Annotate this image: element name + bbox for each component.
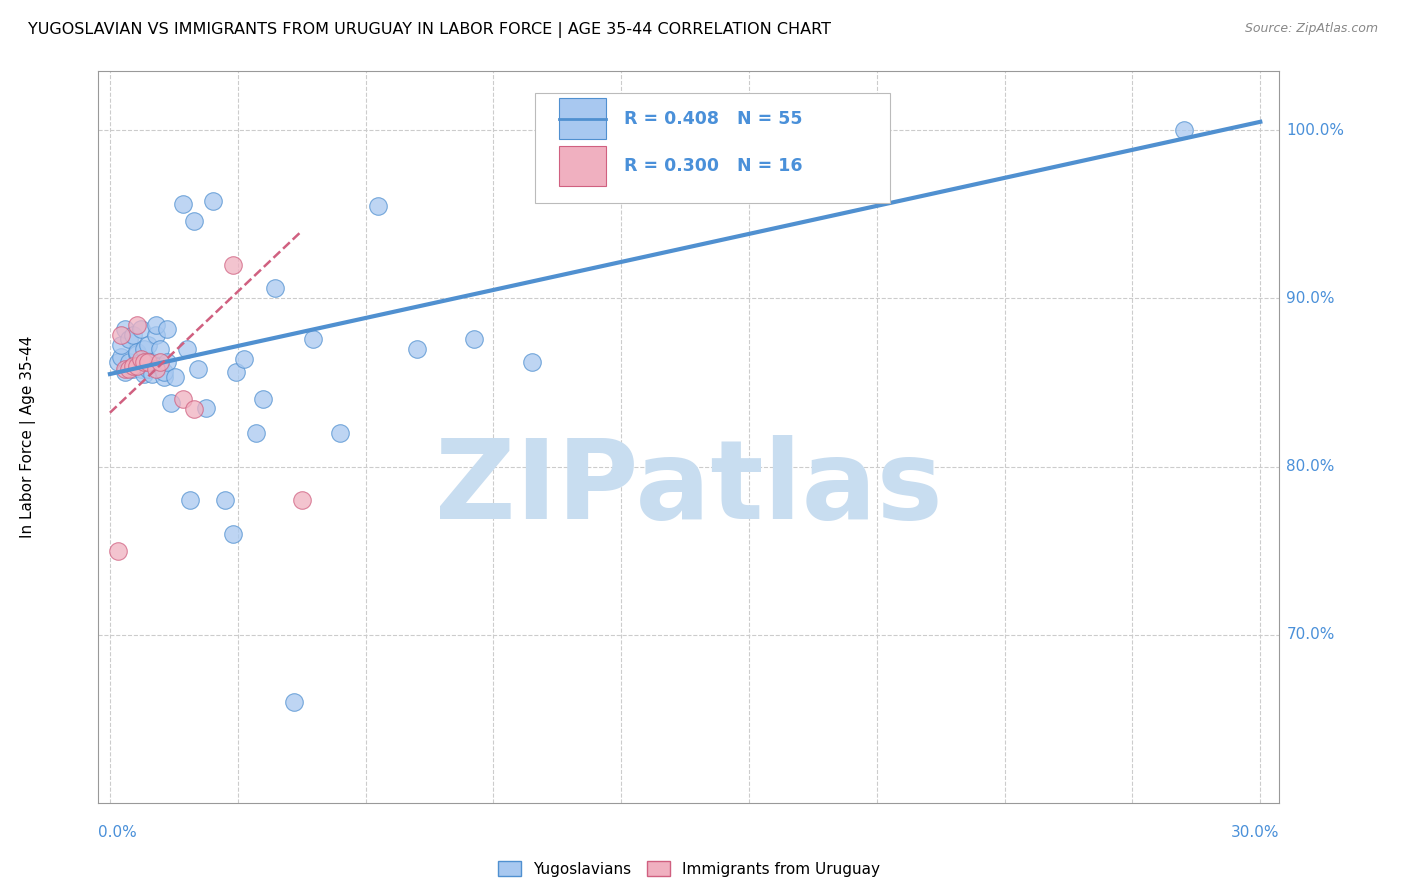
Point [233,351,256,366]
Point [291,493,314,508]
Point [129,321,152,335]
Point [145,328,167,343]
Point [156,321,179,335]
Point [136,362,159,376]
Point [107,355,129,369]
Text: ZIPatlas: ZIPatlas [434,434,943,541]
Bar [560,146,606,186]
Point [114,321,136,335]
Point [245,425,267,440]
Point [149,359,172,373]
Point [179,493,201,508]
Point [1173,123,1195,137]
Point [367,199,389,213]
Point [221,258,243,272]
Point [149,355,172,369]
Point [252,392,274,407]
Point [134,342,156,356]
FancyBboxPatch shape [536,94,890,203]
Point [183,214,205,228]
Legend: Yugoslavians, Immigrants from Uruguay: Yugoslavians, Immigrants from Uruguay [492,855,886,883]
Point [165,370,187,384]
Point [118,362,141,376]
Point [225,365,247,379]
Point [136,338,159,352]
Point [827,123,849,137]
Text: 70.0%: 70.0% [1286,627,1334,642]
Point [110,328,132,343]
Text: YUGOSLAVIAN VS IMMIGRANTS FROM URUGUAY IN LABOR FORCE | AGE 35-44 CORRELATION CH: YUGOSLAVIAN VS IMMIGRANTS FROM URUGUAY I… [28,22,831,38]
Point [172,392,194,407]
Point [129,355,152,369]
Point [156,355,179,369]
Point [329,425,352,440]
Point [152,370,174,384]
Point [149,342,172,356]
Point [405,342,427,356]
Point [693,123,716,137]
Point [187,362,209,376]
Point [202,194,225,208]
Point [118,332,141,346]
Point [125,359,148,373]
Point [160,395,183,409]
Point [122,328,145,343]
Text: 80.0%: 80.0% [1286,459,1334,474]
Point [520,355,543,369]
Point [176,342,198,356]
Point [183,402,205,417]
Text: In Labor Force | Age 35-44: In Labor Force | Age 35-44 [20,336,37,538]
Point [136,355,159,369]
Text: 100.0%: 100.0% [1286,123,1344,137]
Point [107,543,129,558]
Text: 90.0%: 90.0% [1286,291,1334,306]
Point [110,338,132,352]
Point [125,318,148,333]
Point [172,197,194,211]
Point [283,695,305,709]
Point [463,332,485,346]
Point [134,367,156,381]
Point [134,355,156,369]
Point [129,351,152,366]
Point [214,493,236,508]
Point [221,526,243,541]
Point [110,350,132,364]
Point [122,359,145,373]
Point [145,362,167,376]
Bar [560,98,606,138]
Text: 0.0%: 0.0% [98,825,138,840]
Point [194,401,217,415]
Point [122,362,145,376]
Text: R = 0.408   N = 55: R = 0.408 N = 55 [624,110,803,128]
Point [125,345,148,359]
Point [114,362,136,376]
Point [118,355,141,369]
Point [145,318,167,333]
Text: 30.0%: 30.0% [1232,825,1279,840]
Point [302,332,325,346]
Point [114,365,136,379]
Point [141,355,163,369]
Point [152,365,174,379]
Point [125,347,148,361]
Text: R = 0.300   N = 16: R = 0.300 N = 16 [624,157,803,175]
Text: Source: ZipAtlas.com: Source: ZipAtlas.com [1244,22,1378,36]
Point [136,353,159,368]
Point [141,367,163,381]
Point [263,281,285,295]
Point [129,362,152,376]
